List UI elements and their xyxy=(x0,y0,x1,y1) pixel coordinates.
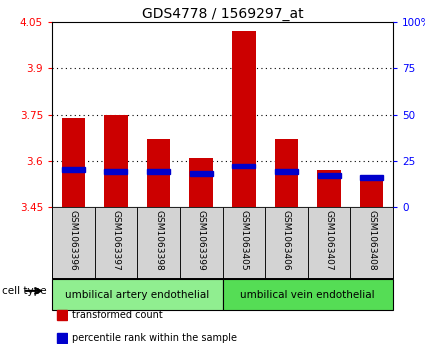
FancyBboxPatch shape xyxy=(265,207,308,278)
Bar xyxy=(317,170,341,207)
Text: GSM1063407: GSM1063407 xyxy=(325,210,334,270)
Text: GSM1063406: GSM1063406 xyxy=(282,210,291,270)
FancyBboxPatch shape xyxy=(308,207,350,278)
Bar xyxy=(232,163,255,168)
FancyBboxPatch shape xyxy=(223,207,265,278)
Text: transformed count: transformed count xyxy=(72,310,163,321)
Text: GSM1063396: GSM1063396 xyxy=(69,210,78,270)
Bar xyxy=(57,333,67,343)
Bar xyxy=(57,310,67,320)
Text: GSM1063408: GSM1063408 xyxy=(367,210,376,270)
Text: umbilical vein endothelial: umbilical vein endothelial xyxy=(241,290,375,299)
Text: umbilical artery endothelial: umbilical artery endothelial xyxy=(65,290,210,299)
Text: percentile rank within the sample: percentile rank within the sample xyxy=(72,333,238,343)
Bar xyxy=(317,173,340,178)
Bar xyxy=(62,118,85,207)
Text: GSM1063405: GSM1063405 xyxy=(239,210,248,270)
Bar xyxy=(147,169,170,174)
Bar xyxy=(190,158,213,207)
Text: GSM1063399: GSM1063399 xyxy=(197,210,206,270)
FancyBboxPatch shape xyxy=(52,207,95,278)
Bar xyxy=(360,176,383,207)
Bar xyxy=(104,114,128,207)
Text: cell type: cell type xyxy=(2,286,47,296)
FancyBboxPatch shape xyxy=(95,207,137,278)
Bar xyxy=(275,139,298,207)
Bar xyxy=(62,167,85,172)
Bar xyxy=(360,175,383,180)
Bar xyxy=(190,171,212,176)
Bar xyxy=(275,169,298,174)
FancyBboxPatch shape xyxy=(137,207,180,278)
Bar xyxy=(105,169,128,174)
Bar xyxy=(223,279,393,310)
Text: GSM1063398: GSM1063398 xyxy=(154,210,163,270)
Bar xyxy=(232,31,255,207)
Bar xyxy=(52,279,223,310)
FancyBboxPatch shape xyxy=(180,207,223,278)
FancyBboxPatch shape xyxy=(350,207,393,278)
Title: GDS4778 / 1569297_at: GDS4778 / 1569297_at xyxy=(142,7,303,21)
Bar xyxy=(147,139,170,207)
Text: GSM1063397: GSM1063397 xyxy=(111,210,120,270)
